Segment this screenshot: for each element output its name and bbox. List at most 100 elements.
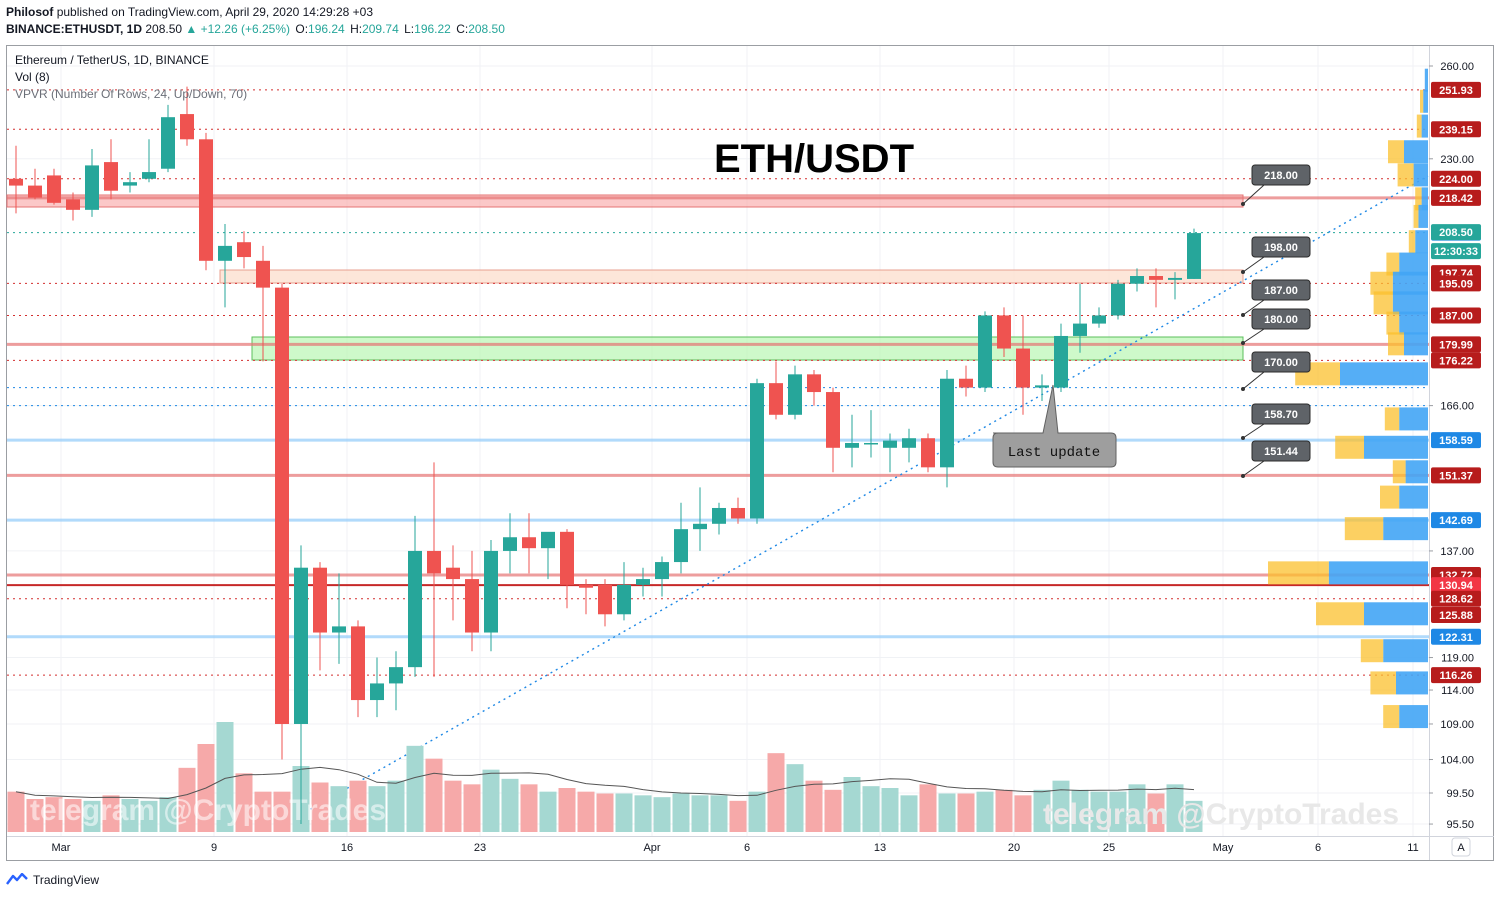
candle-body [921, 438, 935, 468]
vpvr-down-bar [1392, 291, 1428, 315]
close-value: 208.50 [468, 22, 505, 36]
volume-bar [330, 786, 348, 832]
tradingview-brand[interactable]: TradingView [33, 873, 100, 887]
vpvr-legend[interactable]: VPVR (Number Of Rows, 24, Up/Down, 70) [15, 87, 248, 101]
volume-bar [729, 800, 747, 832]
close-label: C: [456, 22, 469, 36]
candle-body [636, 579, 650, 585]
price-change: ▲ +12.26 (+6.25%) [185, 22, 291, 36]
candle-body [807, 374, 821, 393]
callout-anchor [1241, 270, 1245, 274]
vpvr-up-bar [1344, 517, 1384, 541]
volume-ma-line [15, 766, 1195, 800]
demand-zone [251, 336, 1244, 361]
volume-legend[interactable]: Vol (8) [15, 70, 50, 84]
vpvr-down-bar [1415, 230, 1428, 254]
volume-bar [64, 799, 82, 832]
vpvr-down-bar [1399, 705, 1428, 729]
vpvr-down-bar [1364, 602, 1428, 626]
x-tick-label: 16 [341, 842, 353, 854]
vpvr-down-bar [1392, 271, 1428, 295]
callout-text: 158.70 [1264, 409, 1298, 421]
candle-body [351, 626, 365, 701]
y-tick-label: 230.00 [1440, 154, 1474, 166]
low-value: 196.22 [414, 22, 451, 36]
price-label-box [1431, 307, 1481, 324]
candle-body [617, 584, 631, 615]
candle-body [560, 531, 574, 585]
volume-bar [1033, 789, 1051, 832]
candle-body [959, 378, 973, 388]
volume-bar [805, 780, 823, 832]
callout-anchor [1241, 202, 1245, 206]
vpvr-down-bar [1418, 204, 1428, 228]
publish-info: Philosof published on TradingView.com, A… [6, 5, 373, 19]
vpvr-up-bar [1416, 114, 1422, 138]
volume-bar [862, 786, 880, 832]
volume-bar [786, 764, 804, 832]
candle-body [237, 242, 251, 258]
vpvr-up-bar [1373, 291, 1393, 315]
volume-bar [881, 788, 899, 832]
vpvr-up-bar [1415, 187, 1422, 211]
supply-zone [219, 269, 1244, 284]
volume-bar [1052, 780, 1070, 832]
level-lines [7, 89, 1429, 816]
vpvr-down-bar [1421, 187, 1428, 211]
price-label-box [1431, 628, 1481, 645]
volume-bar [710, 795, 728, 832]
volume-bar [691, 795, 709, 832]
volume-bar [748, 791, 766, 832]
tradingview-logo-icon[interactable] [6, 872, 28, 888]
price-label-box [1431, 189, 1481, 206]
volume-bar [349, 780, 367, 832]
auto-scale-button[interactable]: A [1451, 837, 1471, 857]
callout-text: 198.00 [1264, 242, 1298, 254]
volume-bar [824, 789, 842, 832]
vpvr-up-bar [1388, 332, 1404, 356]
volume-bar [919, 784, 937, 832]
callout-anchor [1241, 341, 1245, 345]
candle-body [47, 175, 61, 203]
vpvr-down-bar [1399, 311, 1428, 335]
vpvr-up-bar [1420, 89, 1424, 113]
volume-bar [976, 791, 994, 832]
last-update-note: Last update [992, 384, 1117, 468]
volume-bar [615, 793, 633, 832]
callout-leader [1242, 423, 1265, 439]
volume-bar [1166, 784, 1184, 832]
vpvr-down-bar [1364, 435, 1428, 459]
candle-body [750, 383, 764, 519]
candle-body [883, 440, 897, 448]
instrument-legend[interactable]: Ethereum / TetherUS, 1D, BINANCE [15, 53, 209, 67]
price-label-box [1431, 512, 1481, 529]
candle-body [997, 315, 1011, 349]
y-tick-label: 109.00 [1440, 719, 1474, 731]
x-tick-label: May [1213, 842, 1234, 854]
candle-body [712, 507, 726, 524]
volume-bar [102, 795, 120, 832]
price-label-text: 128.62 [1439, 594, 1473, 606]
vpvr-up-bar [1388, 140, 1404, 164]
vpvr-down-bar [1340, 362, 1428, 386]
candle-body [161, 117, 175, 169]
last-update-label: Last update [1008, 445, 1100, 461]
volume-bar [957, 793, 975, 832]
volume-bar [45, 797, 63, 832]
candle-body [66, 199, 80, 210]
vpvr-down-bar [1405, 460, 1428, 484]
price-label-box [1431, 243, 1481, 260]
vpvr-down-bar [1383, 517, 1428, 541]
price-label-box [1431, 607, 1481, 624]
x-tick-label: 20 [1008, 842, 1020, 854]
candle-body [275, 287, 289, 724]
callout-anchor [1241, 387, 1245, 391]
x-tick-label: 6 [1315, 842, 1321, 854]
volume-bar [1185, 800, 1203, 832]
chart-title: ETH/USDT [714, 137, 914, 181]
callout-leader [1242, 371, 1265, 390]
candle-body [674, 529, 688, 563]
zones [6, 194, 1244, 361]
price-label-box [1431, 275, 1481, 292]
